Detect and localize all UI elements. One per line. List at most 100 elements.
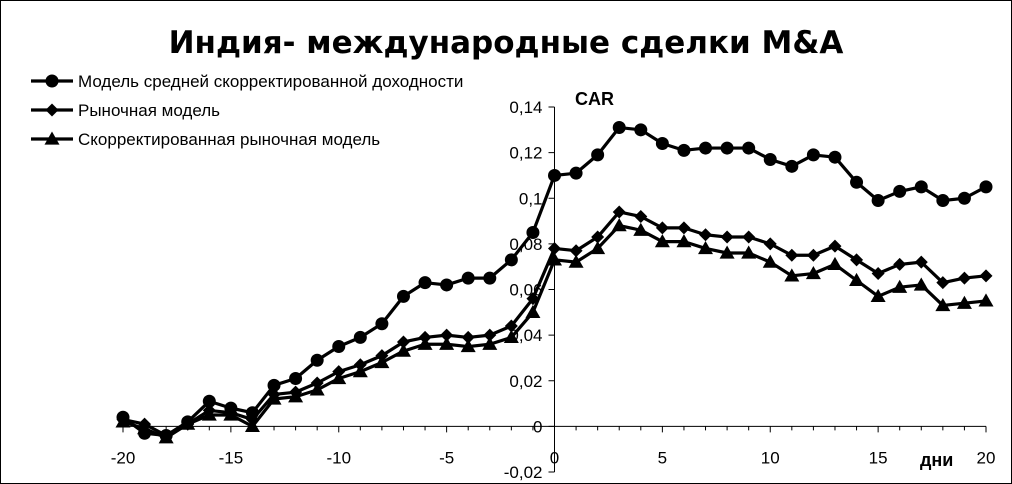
data-point [720, 141, 734, 155]
data-point [461, 271, 475, 285]
data-point [461, 330, 475, 344]
x-tick-label: 15 [869, 448, 888, 467]
data-point [375, 317, 389, 331]
data-point [352, 364, 368, 378]
data-point [590, 240, 606, 255]
legend-marker [45, 74, 59, 88]
legend-item: Модель средней скорректированной доходно… [31, 72, 463, 91]
data-point [893, 184, 907, 198]
data-point [699, 228, 713, 242]
data-point [244, 418, 260, 432]
data-point [332, 340, 346, 354]
y-axis-label: CAR [575, 89, 614, 109]
data-point [158, 430, 174, 444]
chart-title: Индия- международные сделки M&A [169, 25, 844, 61]
legend-marker [45, 103, 59, 117]
data-point [654, 234, 670, 248]
data-point [762, 254, 778, 268]
data-point [871, 267, 885, 281]
legend-item: Скорректированная рыночная модель [31, 130, 380, 149]
data-point [850, 175, 864, 189]
data-point [956, 295, 972, 309]
data-point [266, 391, 282, 405]
series-triangle [115, 218, 994, 444]
data-point [353, 330, 367, 344]
data-point [720, 230, 734, 244]
data-point [396, 335, 410, 349]
data-point [180, 416, 196, 430]
data-point [806, 248, 820, 262]
data-point [612, 121, 626, 135]
data-point [503, 329, 519, 344]
legend-label: Рыночная модель [78, 101, 220, 120]
data-point [440, 278, 454, 292]
legend-label: Скорректированная рыночная модель [78, 130, 380, 149]
y-tick-label: 0,08 [509, 235, 542, 254]
legend-item: Рыночная модель [31, 101, 220, 120]
data-point [914, 255, 928, 269]
data-point [828, 239, 842, 253]
data-point [547, 252, 562, 266]
data-point [634, 123, 648, 137]
data-point [331, 370, 347, 385]
data-point [893, 257, 907, 271]
axes: -20 -15 -10 -5 0 5 10 15 20-0,0200,020,040,060,0… [111, 98, 996, 482]
legend-label: Модель средней скорректированной доходно… [78, 72, 463, 91]
data-point [504, 319, 518, 333]
data-point [850, 253, 864, 267]
data-point [439, 336, 455, 350]
data-point [979, 269, 993, 283]
data-point [460, 339, 476, 353]
data-point [935, 297, 951, 312]
y-tick-label: 0,12 [509, 144, 542, 163]
data-point [742, 230, 756, 244]
data-point [611, 218, 627, 232]
data-point [482, 336, 498, 350]
data-point [936, 276, 950, 290]
data-point [871, 194, 885, 208]
data-point [741, 245, 757, 259]
x-axis-label: дни [920, 450, 953, 470]
data-point [763, 152, 777, 166]
data-point [699, 141, 713, 155]
series-layer [115, 121, 994, 444]
data-point [870, 288, 886, 302]
data-point [395, 343, 411, 357]
data-point [548, 241, 561, 255]
data-point [979, 180, 993, 194]
data-point [569, 244, 583, 258]
data-point [978, 293, 994, 307]
x-tick-label: -5 [439, 448, 454, 467]
data-point [655, 221, 669, 235]
data-point [440, 328, 454, 342]
data-point [633, 222, 649, 236]
x-tick-label: -15 [219, 448, 244, 467]
y-tick-label: 0 [533, 417, 542, 436]
data-point [310, 353, 324, 367]
x-tick-label: 20 [977, 448, 996, 467]
data-point [288, 389, 304, 403]
x-tick-label: -10 [326, 448, 351, 467]
data-point [805, 266, 821, 280]
data-point [548, 168, 561, 182]
y-tick-label: 0,02 [509, 372, 542, 391]
legend-marker [44, 131, 60, 145]
data-point [892, 279, 908, 293]
x-tick-label: -20 [111, 448, 136, 467]
data-point [936, 194, 950, 208]
data-point [396, 289, 410, 303]
data-point [957, 191, 971, 205]
data-point [289, 371, 303, 385]
data-point [849, 272, 865, 286]
data-point [504, 253, 518, 267]
y-tick-label: 0,1 [519, 189, 543, 208]
data-point [698, 240, 714, 255]
data-point [655, 137, 669, 150]
data-point [784, 268, 800, 282]
data-point [568, 254, 584, 268]
data-point [483, 271, 497, 285]
data-point [676, 234, 692, 248]
data-point [677, 221, 691, 235]
